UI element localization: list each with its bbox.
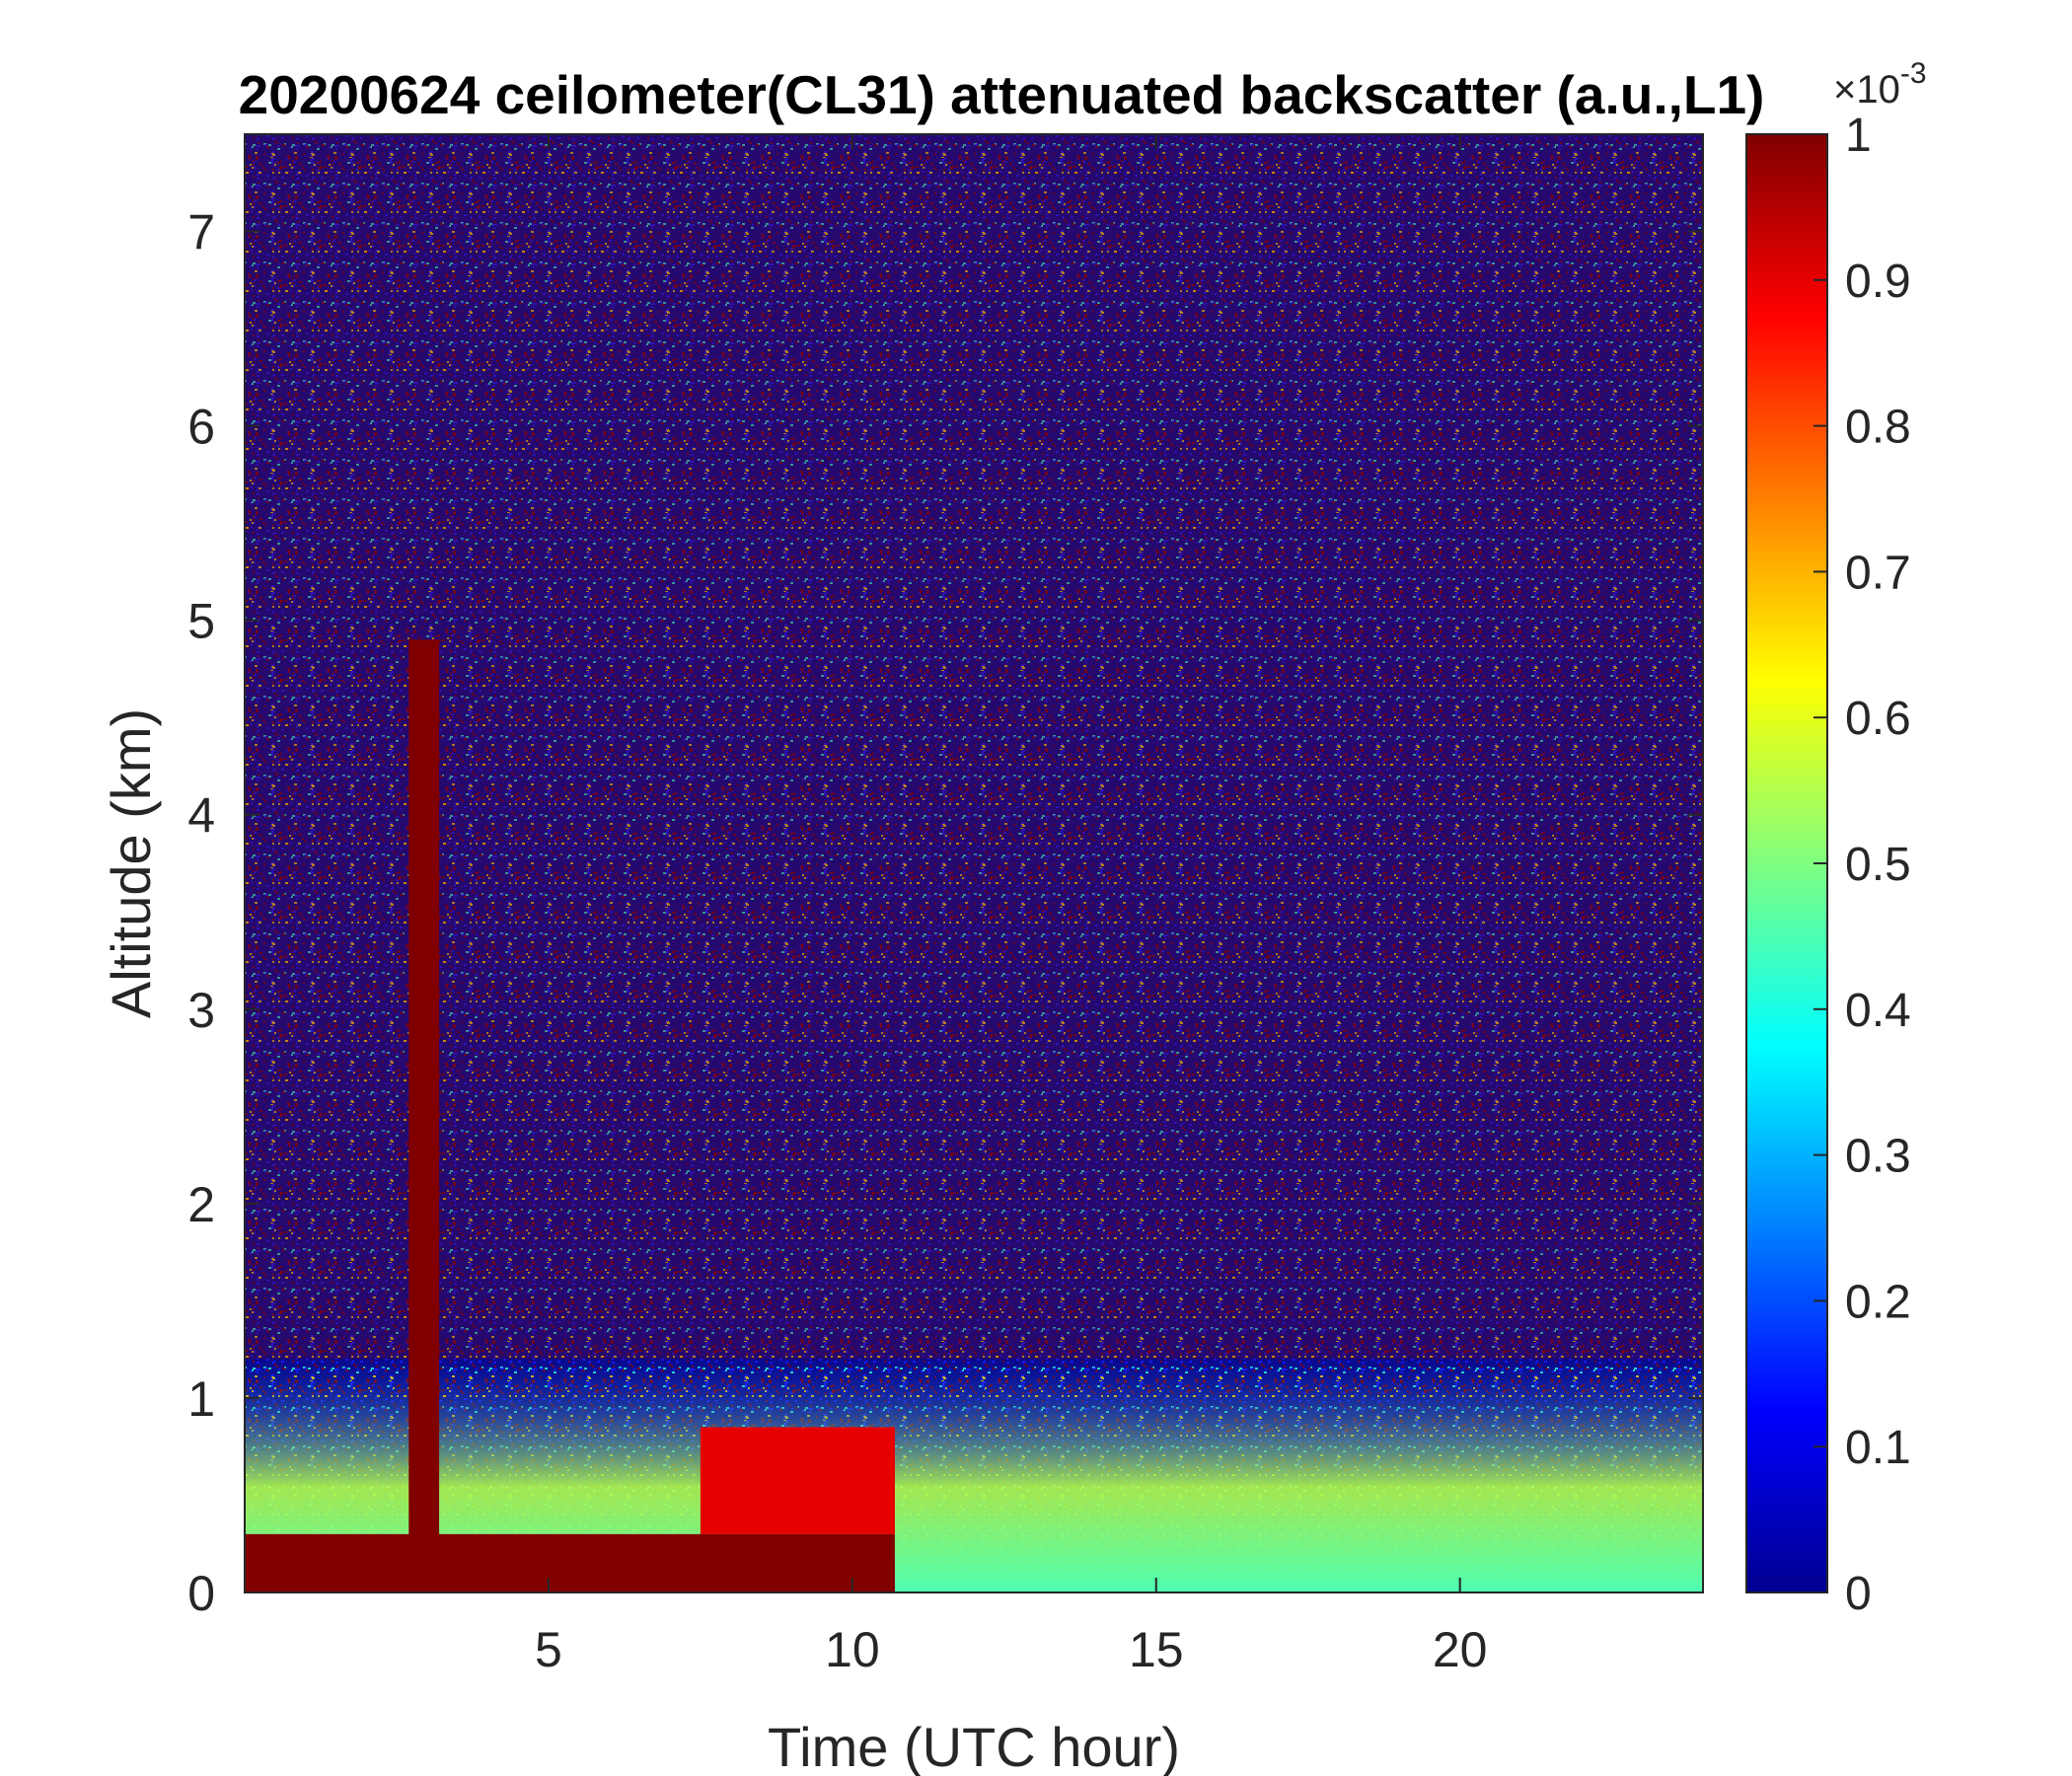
colorbar-tick-label: 0.5 [1845,839,1911,891]
colorbar-tick-label: 0.7 [1845,547,1911,599]
x-tick-label: 15 [1129,1622,1184,1677]
plot-frame [244,133,1704,1593]
x-tick-label: 5 [535,1622,562,1677]
colorbar-ticks: 0 0.1 0.2 0.3 0.4 0.5 0.6 0.7 0.8 0.9 1 [1813,110,1911,1620]
colorbar: 0 0.1 0.2 0.3 0.4 0.5 0.6 0.7 0.8 0.9 1 ×10-3 [1745,57,1927,1620]
y-tick-label: 0 [187,1566,215,1621]
colorbar-tick-label: 0.6 [1845,693,1911,745]
y-tick-label: 4 [187,788,215,844]
colorbar-tick-label: 0.2 [1845,1276,1911,1328]
y-tick-label: 2 [187,1177,215,1232]
y-tick-label: 3 [187,983,215,1038]
colorbar-exponent: ×10-3 [1833,57,1927,111]
feature-noise-above-boundary-layer [245,134,1703,1360]
y-tick-label: 6 [187,400,215,455]
y-axis-label: Altitude (km) [100,708,162,1018]
colorbar-tick-label: 0.4 [1845,985,1911,1037]
feature-vertical-plume [408,639,440,1554]
plot-area [245,134,1703,1592]
y-axis: 0 1 2 3 4 5 6 7 [187,205,1703,1621]
colorbar-exponent-base: ×10 [1833,68,1900,111]
y-tick-label: 1 [187,1371,215,1427]
features-layer [245,134,1703,1592]
x-tick-label: 20 [1433,1622,1488,1677]
feature-aerosol-layer [700,1427,895,1534]
y-tick-label: 5 [187,594,215,649]
x-axis-label: Time (UTC hour) [768,1716,1180,1776]
colorbar-tick-label: 0.1 [1845,1422,1911,1474]
colorbar-tick-label: 0.8 [1845,402,1911,454]
colorbar-tick-label: 0 [1845,1568,1872,1620]
colorbar-tick-label: 1 [1845,110,1872,162]
chart-title: 20200624 ceilometer(CL31) attenuated bac… [239,64,1765,125]
colorbar-exponent-power: -3 [1900,57,1927,90]
x-tick-label: 10 [825,1622,880,1677]
colorbar-tick-label: 0.3 [1845,1131,1911,1183]
x-axis: 5 10 15 20 [535,134,1487,1677]
colorbar-tick-label: 0.9 [1845,256,1911,308]
y-tick-label: 7 [187,205,215,260]
feature-near-surface-saturated-layer [245,1533,895,1592]
noise-layer [245,134,1703,1592]
